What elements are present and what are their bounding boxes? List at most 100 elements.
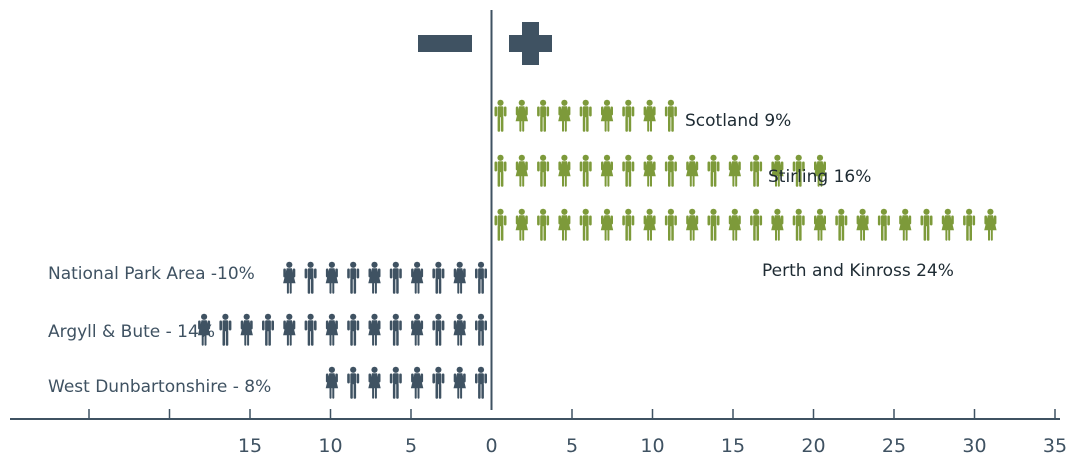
person-male-icon xyxy=(792,208,805,241)
person-female-icon xyxy=(558,99,571,132)
person-female-icon xyxy=(686,154,699,187)
person-female-icon xyxy=(283,261,296,294)
person-male-icon xyxy=(664,99,677,132)
person-male-icon xyxy=(537,99,550,132)
person-female-icon xyxy=(283,313,296,346)
x-tick-label: 35 xyxy=(1043,435,1067,457)
person-female-icon xyxy=(600,154,614,187)
person-male-icon xyxy=(262,313,274,346)
person-male-icon xyxy=(579,208,592,241)
x-tick-label: 30 xyxy=(962,435,986,457)
person-male-icon xyxy=(304,261,317,294)
person-male-icon xyxy=(304,313,317,346)
person-female-icon xyxy=(325,261,339,294)
bar-label: Scotland 9% xyxy=(685,111,791,131)
person-male-icon xyxy=(707,208,720,241)
person-female-icon xyxy=(813,208,827,241)
person-male-icon xyxy=(475,366,487,399)
person-female-icon xyxy=(325,366,339,399)
person-female-icon xyxy=(643,208,656,241)
person-female-icon xyxy=(558,154,571,187)
person-female-icon xyxy=(515,154,528,187)
person-female-icon xyxy=(941,208,954,241)
plus-sign-icon xyxy=(509,22,552,65)
person-male-icon xyxy=(835,208,848,241)
person-female-icon xyxy=(686,208,699,241)
person-male-icon xyxy=(494,154,507,187)
person-female-icon xyxy=(728,154,741,187)
person-female-icon xyxy=(453,366,466,399)
pictogram-row-0 xyxy=(494,99,677,132)
person-male-icon xyxy=(389,366,402,399)
person-male-icon xyxy=(750,208,763,241)
x-tick-label: 25 xyxy=(882,435,906,457)
person-female-icon xyxy=(515,99,528,132)
person-male-icon xyxy=(707,154,720,187)
person-male-icon xyxy=(750,154,763,187)
person-female-icon xyxy=(600,99,614,132)
person-female-icon xyxy=(410,366,424,399)
pictogram-row-3 xyxy=(283,261,487,294)
person-male-icon xyxy=(432,313,445,346)
person-female-icon xyxy=(771,208,784,241)
person-male-icon xyxy=(494,99,507,132)
person-male-icon xyxy=(432,261,445,294)
person-male-icon xyxy=(389,313,402,346)
person-male-icon xyxy=(475,313,487,346)
bar-label: Perth and Kinross 24% xyxy=(762,261,954,281)
x-tick-label: 20 xyxy=(801,435,825,457)
person-male-icon xyxy=(432,366,445,399)
person-male-icon xyxy=(389,261,402,294)
x-tick-label: 5 xyxy=(405,435,417,457)
person-female-icon xyxy=(325,313,339,346)
x-tick-label: 15 xyxy=(238,435,262,457)
person-female-icon xyxy=(515,208,528,241)
person-male-icon xyxy=(219,313,232,346)
person-male-icon xyxy=(579,154,592,187)
person-male-icon xyxy=(664,208,677,241)
person-male-icon xyxy=(622,99,635,132)
person-female-icon xyxy=(410,313,424,346)
x-tick-label: 10 xyxy=(640,435,664,457)
person-female-icon xyxy=(240,313,253,346)
bar-label: Argyll & Bute - 14% xyxy=(48,322,215,342)
person-male-icon xyxy=(494,208,507,241)
person-female-icon xyxy=(558,208,571,241)
person-female-icon xyxy=(368,366,381,399)
person-female-icon xyxy=(453,313,466,346)
person-male-icon xyxy=(920,208,933,241)
person-female-icon xyxy=(368,261,381,294)
bar-label: National Park Area -10% xyxy=(48,264,255,284)
person-male-icon xyxy=(475,261,487,294)
x-tick-label: 5 xyxy=(566,435,578,457)
person-female-icon xyxy=(643,99,656,132)
bar-label: Stirling 16% xyxy=(768,167,871,187)
person-female-icon xyxy=(643,154,656,187)
person-male-icon xyxy=(963,208,976,241)
person-female-icon xyxy=(368,313,381,346)
x-tick-label: 15 xyxy=(721,435,745,457)
person-female-icon xyxy=(984,208,997,241)
pictogram-row-5 xyxy=(325,366,487,399)
person-male-icon xyxy=(537,208,550,241)
person-male-icon xyxy=(622,208,635,241)
person-female-icon xyxy=(600,208,614,241)
person-male-icon xyxy=(622,154,635,187)
person-female-icon xyxy=(899,208,912,241)
pictogram-row-4 xyxy=(197,313,487,346)
x-tick-label: 10 xyxy=(318,435,342,457)
person-male-icon xyxy=(347,261,360,294)
minus-sign-icon xyxy=(418,35,472,52)
person-male-icon xyxy=(347,366,360,399)
person-male-icon xyxy=(664,154,677,187)
person-male-icon xyxy=(347,313,360,346)
x-tick-label: 0 xyxy=(485,435,497,457)
pictogram-row-2 xyxy=(494,208,997,241)
person-female-icon xyxy=(856,208,869,241)
person-male-icon xyxy=(579,99,592,132)
person-male-icon xyxy=(877,208,890,241)
person-female-icon xyxy=(410,261,424,294)
person-female-icon xyxy=(453,261,466,294)
bar-label: West Dunbartonshire - 8% xyxy=(48,377,271,397)
